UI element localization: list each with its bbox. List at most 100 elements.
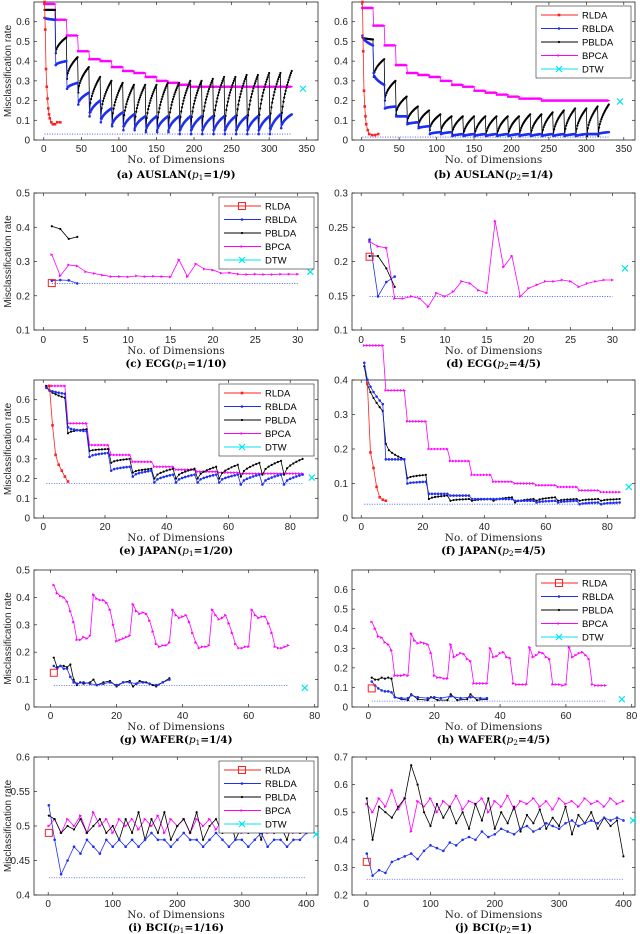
x-axis-label: No. of Dimensions [445,721,542,733]
pblda-marker [377,805,381,808]
pblda-marker [274,85,278,88]
x-tick-label: 400 [298,899,315,910]
bpca-marker [485,291,489,295]
plot-frame [351,192,636,331]
pblda-marker [230,466,233,469]
rblda-marker [397,857,400,861]
pblda-marker [576,124,579,127]
pblda-marker [385,92,388,95]
rblda-marker [615,816,619,820]
bpca-marker [66,817,70,821]
pblda-marker [162,93,165,96]
pblda-marker [283,92,287,96]
bpca-marker [485,473,489,477]
pblda-marker [174,89,178,92]
rblda-marker [156,477,159,481]
bpca-marker [522,482,526,485]
pblda-marker [247,108,250,111]
bpca-marker [290,85,294,89]
bpca-marker [247,645,251,649]
bpca-marker [160,275,164,278]
bpca-marker [608,490,612,494]
rblda-marker [615,501,618,504]
bpca-marker [219,271,223,275]
pblda-marker [467,827,471,830]
rlda-marker [555,579,563,587]
bpca-marker [422,805,426,809]
rblda-marker [435,846,439,850]
rblda-marker [75,682,79,686]
bpca-marker [406,674,410,678]
rblda-marker [150,831,153,835]
bpca-marker [519,799,523,803]
bpca-marker [513,482,517,485]
bpca-marker [597,684,601,687]
pblda-marker [219,84,223,87]
rblda-marker [217,481,221,484]
rlda-marker [49,120,53,124]
bpca-marker [63,384,67,388]
pblda-marker [380,676,383,679]
rblda-marker [163,838,166,842]
bpca-marker [556,485,560,489]
bpca-marker [177,616,181,620]
x-tick-label: 80 [285,522,297,533]
rblda-marker [519,499,523,503]
pblda-marker [461,115,464,118]
pblda-marker [139,94,142,97]
rblda-marker [267,477,270,481]
pblda-marker [255,77,258,81]
bpca-marker [372,344,376,347]
x-tick-label: 20 [111,711,123,722]
rblda-marker [279,473,283,476]
bpca-marker [82,635,86,639]
y-tick-label: 0.3 [334,863,348,874]
rblda-marker [479,497,483,501]
x-tick-label: 20 [523,335,535,346]
rblda-marker [130,838,134,842]
rblda-marker [121,111,124,114]
x-tick-label: 60 [540,522,552,533]
bpca-marker [253,272,257,276]
pblda-marker [245,467,249,470]
pblda-marker [599,120,602,123]
rblda-marker [82,681,85,684]
pblda-marker [564,805,567,808]
rblda-marker [377,868,381,872]
bpca-marker [510,254,514,258]
rblda-marker [92,845,95,848]
bpca-marker [508,656,512,660]
pblda-marker [240,418,244,422]
y-tick-label: 0.4 [16,891,30,902]
pblda-marker [85,428,88,431]
rblda-marker [251,475,255,478]
bpca-marker [394,43,398,47]
rblda-marker [85,838,89,842]
bpca-marker [488,646,492,650]
pblda-marker [111,824,114,828]
dtw-marker [629,817,637,824]
pblda-marker [72,828,76,831]
pblda-marker [541,128,545,131]
pblda-marker [142,86,145,90]
rblda-marker [270,476,273,479]
y-tick-label: 0.1 [16,116,30,127]
rblda-marker [553,499,557,503]
pblda-marker [558,824,561,828]
rblda-marker [295,475,298,478]
bpca-marker [237,646,241,650]
x-tick-label: 40 [479,522,491,533]
pblda-marker [287,78,290,81]
y-tick-label: 0.5 [16,822,30,833]
pblda-marker [158,107,161,110]
bpca-marker [106,443,110,447]
x-tick-label: 100 [422,899,439,910]
pblda-marker [271,97,275,100]
rblda-marker [212,132,215,136]
rblda-marker [188,838,192,842]
bpca-marker [551,683,555,686]
rlda-marker [60,469,64,472]
rblda-marker [230,474,233,478]
pblda-marker [116,459,119,462]
legend-label-pblda: PBLDA [265,229,297,240]
